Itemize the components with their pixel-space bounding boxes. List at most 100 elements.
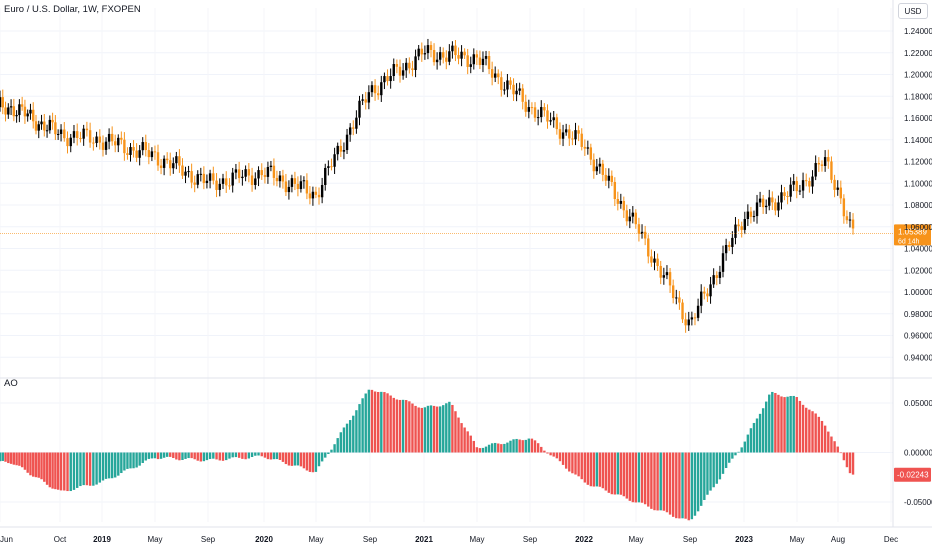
candle-body — [293, 178, 297, 184]
ao-bar — [278, 452, 282, 460]
candle-body — [561, 132, 565, 139]
candle-body — [721, 253, 725, 272]
ao-bar — [497, 443, 500, 453]
candle-body — [196, 174, 199, 185]
candle-body — [383, 76, 386, 83]
candle-body — [700, 291, 703, 306]
ao-bar — [687, 452, 690, 521]
ao-bar — [305, 452, 309, 471]
candle-body — [789, 184, 792, 197]
ao-bar — [805, 407, 808, 453]
candle-body — [696, 305, 700, 318]
candle-body — [549, 120, 552, 122]
candle-body — [808, 180, 811, 187]
candle-body — [278, 175, 282, 182]
ao-bar — [339, 432, 343, 453]
ao-bar — [543, 450, 546, 453]
ao-bar — [401, 399, 405, 453]
ao-bar — [509, 440, 512, 453]
ao-bar — [117, 452, 120, 476]
candle-body — [731, 237, 734, 247]
candle-body — [159, 165, 163, 168]
candle-body — [659, 265, 662, 278]
candle-body — [640, 231, 644, 234]
ao-bar — [263, 452, 267, 458]
candle-body — [521, 88, 524, 102]
candle-body — [524, 101, 527, 112]
candle-body — [613, 181, 617, 200]
ao-bar — [7, 452, 10, 464]
ao-bar — [95, 452, 98, 485]
price-tick-label: 1.00000 — [904, 288, 932, 297]
ao-bar — [172, 452, 175, 459]
ao-bar — [811, 411, 814, 453]
ao-bar — [120, 452, 123, 474]
ao-bar — [98, 452, 102, 483]
candle-body — [435, 59, 439, 63]
candle-body — [296, 183, 300, 190]
ao-bar — [842, 452, 846, 461]
candle-body — [257, 170, 260, 179]
candle-body — [475, 54, 479, 58]
candle-body — [780, 192, 783, 203]
candle-body — [184, 171, 187, 176]
ao-bar — [833, 441, 836, 453]
ao-bar — [72, 452, 76, 490]
ao-bar — [786, 396, 789, 453]
ao-bar — [574, 452, 577, 475]
ao-bar — [138, 452, 141, 466]
time-tick-label: 2021 — [415, 535, 433, 544]
candle-body — [290, 178, 294, 187]
candle-body — [647, 238, 650, 257]
ao-bar — [561, 452, 565, 465]
ao-bar — [734, 452, 737, 456]
candle-body — [32, 109, 35, 122]
ao-bar — [330, 449, 333, 453]
candle-body — [706, 293, 709, 297]
ao-bar — [487, 444, 491, 453]
currency-button[interactable]: USD — [898, 3, 928, 19]
candle-body — [484, 56, 488, 59]
time-tick-label: 2019 — [93, 535, 111, 544]
ao-bar — [287, 452, 291, 466]
candle-body — [266, 167, 270, 177]
candle-body — [851, 219, 855, 229]
ao-bar — [32, 452, 35, 477]
symbol-title: Euro / U.S. Dollar, 1W, FXOPEN — [4, 4, 141, 15]
price-tick-label: 1.24000 — [904, 27, 932, 36]
candle-body — [595, 166, 599, 172]
candle-body — [263, 175, 267, 177]
ao-bar — [156, 452, 160, 460]
candle-body — [320, 184, 324, 198]
candle-body — [653, 258, 656, 263]
candle-body — [150, 151, 154, 158]
ao-bar — [370, 389, 374, 453]
ao-bar — [411, 403, 414, 453]
ao-bar — [777, 394, 780, 453]
candle-body — [758, 198, 762, 203]
candle-body — [342, 150, 346, 152]
candle-body — [743, 218, 746, 230]
ao-bar — [395, 399, 399, 453]
ao-bar — [700, 452, 703, 506]
candle-body — [165, 158, 169, 161]
candle-body — [260, 170, 263, 176]
candle-body — [110, 133, 114, 142]
candle-body — [536, 117, 540, 119]
candle-body — [580, 133, 583, 147]
ao-bar — [250, 452, 254, 458]
price-tick-label: 0.96000 — [904, 332, 932, 341]
ao-bar — [577, 452, 580, 477]
candle-body — [463, 51, 466, 56]
candle-body — [72, 131, 76, 138]
candle-body — [231, 172, 234, 186]
ao-bar — [640, 452, 644, 503]
candle-body — [54, 122, 57, 135]
candle-body — [178, 156, 181, 166]
ao-bar — [675, 452, 678, 519]
price-tick-label: 1.16000 — [904, 114, 932, 123]
ao-bar — [9, 452, 13, 464]
ao-bar — [429, 405, 433, 453]
ao-bar — [237, 452, 241, 458]
